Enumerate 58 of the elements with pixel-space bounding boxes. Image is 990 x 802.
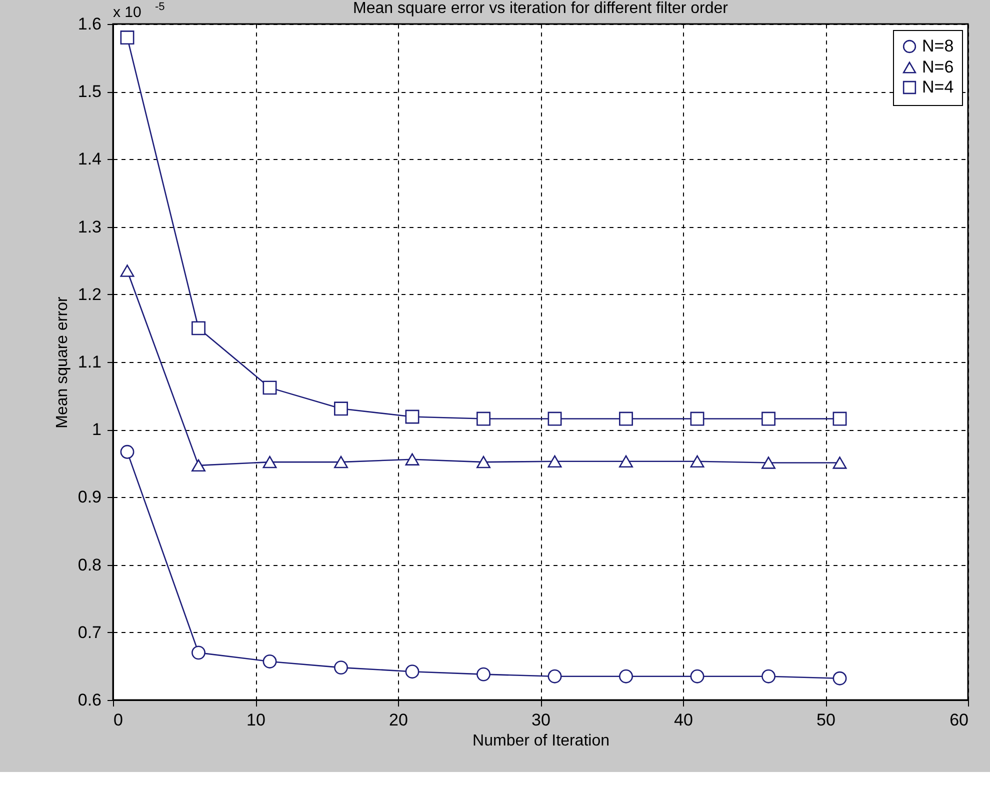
point (405, 410, 420, 424)
point (762, 669, 776, 684)
y-tick-label: 1.3 (78, 217, 102, 236)
legend-label: N=4 (922, 78, 954, 96)
x-tick-label: 20 (389, 710, 408, 730)
point (334, 402, 348, 416)
y-tick-label: 0.7 (78, 622, 102, 642)
point (619, 412, 633, 426)
point (619, 455, 633, 468)
point (120, 264, 134, 277)
point (334, 660, 348, 675)
point (548, 669, 562, 684)
point (192, 321, 206, 336)
y-axis-title: Mean square error (54, 296, 71, 428)
point (690, 669, 704, 684)
point (762, 456, 776, 469)
x-tick-label: 10 (246, 710, 266, 730)
point (476, 667, 490, 682)
point (262, 654, 277, 668)
point (690, 412, 704, 426)
x-tick-label: 40 (674, 710, 693, 730)
point (405, 664, 420, 679)
chart-title: Mean square error vs iteration for different filter order (353, 0, 729, 17)
point (476, 412, 490, 426)
x-axis-title: Number of Iteration (472, 732, 610, 750)
x-tick-label: 30 (532, 710, 550, 730)
legend-label: N=6 (922, 58, 954, 76)
y-tick-label: 0.8 (78, 555, 102, 574)
text: x 10-5 (113, 1, 165, 21)
y-tick-label: 1.5 (78, 82, 102, 102)
y-tick-label: 0.6 (78, 690, 102, 710)
y-tick-label: 0.9 (78, 488, 102, 507)
point (832, 671, 847, 686)
point (762, 412, 776, 426)
point (192, 459, 206, 472)
y-tick-label: 1.4 (78, 150, 102, 169)
point (548, 455, 562, 468)
point (476, 456, 490, 468)
x-tick-label: 50 (816, 710, 836, 730)
point (405, 453, 420, 466)
y-tick-label: 1.2 (78, 284, 102, 304)
point (120, 30, 134, 44)
point (619, 669, 633, 684)
y-tick-label: 1 (92, 420, 102, 440)
point (192, 646, 206, 660)
point (262, 380, 277, 395)
y-tick-label: 1.6 (78, 14, 102, 34)
point (548, 412, 562, 426)
point (690, 455, 704, 468)
x-tick-label: 0 (114, 710, 123, 730)
y-tick-label: 1.1 (78, 352, 102, 372)
x-tick-label: 60 (950, 710, 968, 730)
point (832, 456, 847, 469)
point (120, 444, 134, 459)
point (262, 456, 277, 468)
point (334, 456, 348, 468)
point (832, 412, 847, 426)
legend-label: N=8 (922, 36, 954, 56)
